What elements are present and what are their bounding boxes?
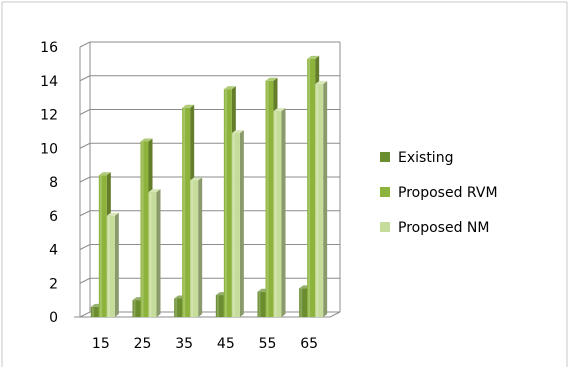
x-tick-label: 65 — [300, 336, 318, 352]
gridline-side — [79, 176, 91, 183]
grid-lines — [79, 41, 340, 318]
y-tick-label: 12 — [40, 108, 58, 124]
bar-proposed-nm — [190, 177, 203, 317]
gridline-side — [79, 41, 91, 48]
y-tick-label: 16 — [40, 40, 58, 56]
x-tick-label: 35 — [175, 336, 193, 352]
legend-swatch — [380, 152, 390, 162]
y-tick-label: 0 — [49, 310, 58, 326]
bar-proposed-nm — [273, 108, 286, 317]
legend-label: Existing — [398, 150, 453, 166]
bar-proposed-nm — [106, 212, 119, 317]
y-tick-label: 14 — [40, 74, 58, 90]
floor-edge — [329, 311, 341, 318]
bar-proposed-nm — [315, 81, 328, 317]
x-tick-label: 25 — [134, 336, 152, 352]
y-tick-label: 2 — [49, 276, 58, 292]
y-tick-label: 4 — [49, 243, 58, 259]
gridline-side — [79, 142, 91, 149]
gridline-side — [79, 109, 91, 115]
gridline-side — [79, 311, 91, 318]
gridline-side — [79, 75, 91, 82]
bars — [90, 55, 328, 317]
gridline-side — [79, 210, 91, 217]
gridline-side — [79, 244, 91, 250]
legend-item-existing: Existing — [380, 150, 453, 166]
axes — [74, 42, 341, 318]
gridline-side — [79, 277, 91, 284]
legend-label: Proposed RVM — [398, 185, 498, 201]
legend-item-proposed-rvm: Proposed RVM — [380, 185, 498, 201]
y-tick-label: 8 — [49, 175, 58, 191]
legend: Existing Proposed RVM Proposed NM — [380, 150, 498, 236]
bar-proposed-nm — [148, 189, 161, 317]
x-tick-labels: 15 25 35 45 55 65 — [92, 336, 318, 352]
legend-swatch — [380, 187, 390, 197]
x-tick-label: 55 — [259, 336, 277, 352]
y-tick-labels: 0 2 4 6 8 10 12 14 16 — [40, 40, 58, 326]
y-tick-label: 6 — [49, 209, 58, 225]
legend-label: Proposed NM — [398, 220, 489, 236]
legend-item-proposed-nm: Proposed NM — [380, 220, 489, 236]
x-tick-label: 15 — [92, 336, 110, 352]
x-tick-label: 45 — [217, 336, 235, 352]
bar-proposed-nm — [231, 130, 244, 317]
y-tick-label: 10 — [40, 141, 58, 157]
legend-swatch — [380, 222, 390, 232]
